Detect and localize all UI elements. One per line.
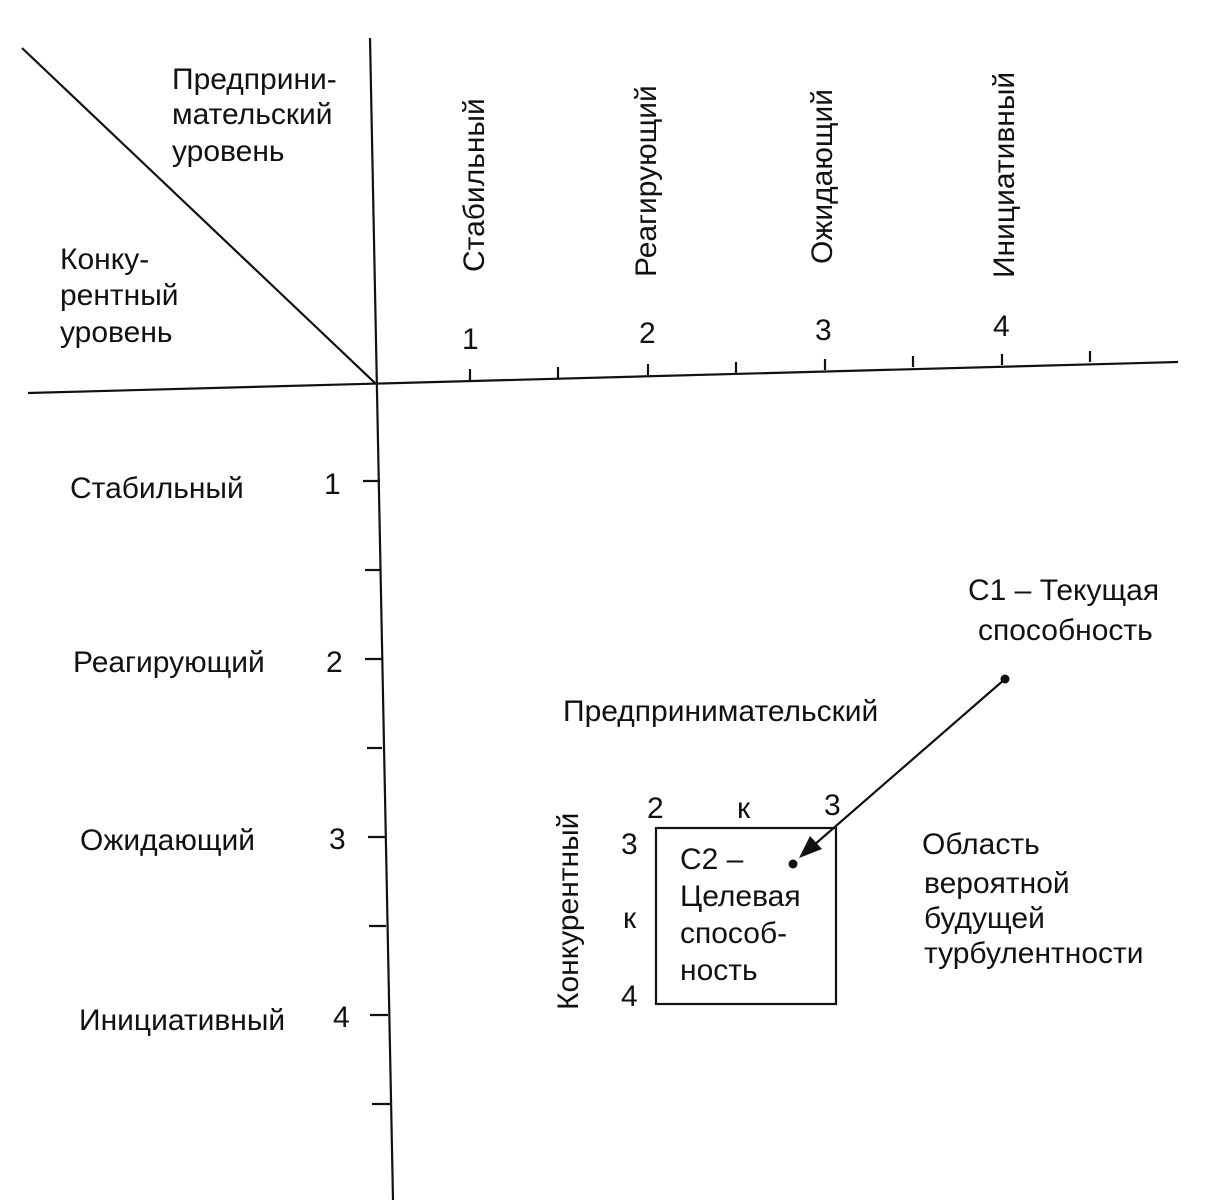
region-line-1: Область: [922, 828, 1040, 861]
c1-to-c2-arrowhead: [799, 836, 822, 858]
left-axis-label-3: Ожидающий: [80, 824, 255, 857]
left-axis-ticks: [363, 479, 390, 1106]
corner-entrepreneurial-line-2: мательский: [172, 98, 333, 131]
target-box-side-top: 3: [621, 828, 638, 861]
c1-label-line-1: С1 – Текущая: [968, 574, 1159, 607]
target-box-top-label: Предпринимательский: [563, 695, 878, 728]
left-axis-number-3: 3: [329, 823, 346, 856]
corner-competitive-line-3: уровень: [60, 316, 173, 349]
left-axis-label-1: Стабильный: [70, 472, 244, 505]
left-axis-number-1: 1: [324, 468, 341, 501]
top-axis-label-2: Реагирующий: [630, 85, 663, 277]
c2-label-line-4: ность: [680, 954, 758, 987]
top-axis-label-1: Стабильный: [458, 98, 491, 272]
corner-diagonal: [21, 47, 376, 384]
left-axis-label-2: Реагирующий: [73, 646, 265, 679]
target-box: [654, 826, 838, 1006]
left-axis-number-2: 2: [326, 646, 343, 679]
c2-point: [788, 859, 798, 869]
top-axis-ticks: [468, 351, 1092, 380]
vertical-axis: [368, 37, 395, 1201]
top-axis-number-4: 4: [993, 310, 1010, 343]
left-axis-label-4: Инициативный: [79, 1004, 285, 1037]
target-box-side-label: Конкурентный: [552, 813, 585, 1010]
corner-competitive-line-2: рентный: [60, 279, 179, 312]
top-axis-number-2: 2: [639, 317, 656, 350]
corner-entrepreneurial-line-3: уровень: [172, 135, 285, 168]
region-line-3: будущей: [924, 902, 1045, 935]
top-axis-number-3: 3: [815, 314, 832, 347]
corner-competitive-line-1: Конку-: [60, 243, 149, 276]
top-axis-label-3: Ожидающий: [806, 89, 839, 264]
c2-label-line-1: С2 –: [680, 843, 744, 876]
target-box-side-mid: к: [623, 902, 637, 935]
c1-to-c2-arrow-line: [805, 678, 1006, 853]
region-line-4: турбулентности: [924, 937, 1144, 970]
c2-label-line-2: Целевая: [680, 880, 801, 913]
target-box-top-mid: к: [737, 792, 751, 825]
region-line-2: вероятной: [924, 867, 1070, 900]
top-axis-number-1: 1: [462, 323, 479, 356]
target-box-top-right: 3: [824, 789, 841, 822]
c1-label-line-2: способность: [978, 614, 1153, 647]
corner-entrepreneurial-line-1: Предприни-: [172, 63, 337, 96]
horizontal-axis: [27, 360, 1179, 395]
target-box-side-bottom: 4: [621, 980, 638, 1013]
left-axis-number-4: 4: [333, 1001, 350, 1034]
target-box-top-left: 2: [647, 792, 664, 825]
c2-label-line-3: способ-: [680, 917, 787, 950]
top-axis-label-4: Инициативный: [988, 72, 1021, 278]
